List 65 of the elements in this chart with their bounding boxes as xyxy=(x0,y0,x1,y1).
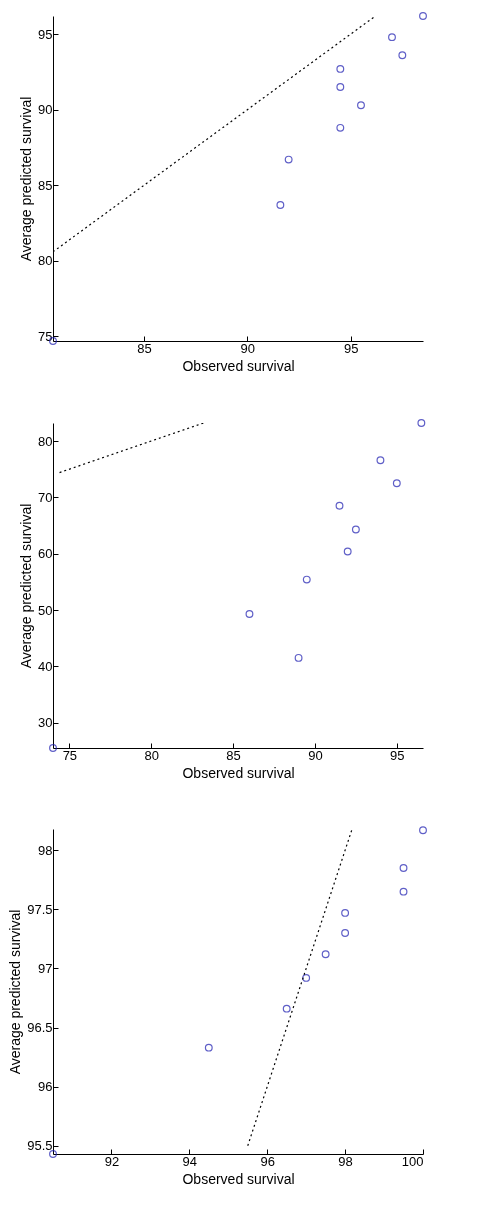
x-tick-label: 80 xyxy=(144,747,159,763)
point xyxy=(376,456,385,465)
x-axis-title: Observed survival xyxy=(182,764,295,781)
x-tick-label: 95 xyxy=(390,747,405,763)
y-tick-label: 75 xyxy=(38,328,53,344)
point xyxy=(388,33,396,42)
x-tick-label: 85 xyxy=(137,340,152,356)
y-tick-label: 95 xyxy=(38,26,53,42)
point xyxy=(302,973,311,982)
point xyxy=(49,744,57,752)
point xyxy=(417,419,426,427)
point xyxy=(336,64,345,73)
point xyxy=(351,525,360,534)
x-tick-label: 95 xyxy=(343,340,359,356)
x-tick-label: 96 xyxy=(260,1153,275,1169)
y-tick-label: 95.5 xyxy=(27,1138,53,1154)
y-tick-label: 97 xyxy=(38,960,53,976)
y-tick-label: 80 xyxy=(38,253,53,269)
point xyxy=(49,1150,57,1158)
point xyxy=(419,826,427,835)
point xyxy=(336,83,345,91)
y-axis-title: Average predicted survival xyxy=(7,909,24,1075)
point xyxy=(392,479,401,488)
y-axis-title: Average predicted survival xyxy=(18,96,35,262)
y-tick-label: 50 xyxy=(38,602,53,618)
y-tick-label: 98 xyxy=(38,842,53,858)
y-tick-label: 30 xyxy=(38,715,53,731)
x-tick-label: 92 xyxy=(104,1153,120,1169)
point xyxy=(336,123,345,132)
x-tick-label: 90 xyxy=(308,747,323,763)
y-tick-label: 97.5 xyxy=(27,901,53,917)
point xyxy=(398,51,407,60)
y-tick-label: 80 xyxy=(38,433,53,449)
point xyxy=(294,653,303,662)
point xyxy=(399,864,408,872)
point xyxy=(341,929,350,937)
point xyxy=(245,610,254,618)
point xyxy=(302,575,311,584)
point xyxy=(284,155,293,164)
point xyxy=(321,950,330,959)
y-axis-title: Average predicted survival xyxy=(18,503,35,669)
point xyxy=(419,12,427,20)
x-tick-label: 98 xyxy=(338,1153,353,1169)
point xyxy=(282,1004,291,1013)
y-tick-label: 96.5 xyxy=(27,1020,53,1036)
y-tick-label: 60 xyxy=(38,546,53,562)
point xyxy=(357,101,365,110)
y-tick-label: 90 xyxy=(38,102,53,118)
x-tick-label: 100 xyxy=(401,1153,424,1169)
y-tick-label: 85 xyxy=(38,177,53,193)
x-tick-label: 90 xyxy=(240,340,256,356)
point xyxy=(276,201,285,209)
x-tick-label: 85 xyxy=(226,747,241,763)
point xyxy=(341,908,350,917)
x-axis-title: Observed survival xyxy=(182,357,295,374)
y-tick-label: 70 xyxy=(38,489,53,505)
point xyxy=(204,1043,213,1052)
x-tick-label: 75 xyxy=(62,747,78,763)
point xyxy=(399,887,408,896)
x-tick-label: 94 xyxy=(182,1153,198,1169)
y-tick-label: 40 xyxy=(38,658,53,674)
point xyxy=(343,547,352,556)
x-axis-title: Observed survival xyxy=(182,1170,295,1187)
y-tick-label: 96 xyxy=(38,1079,53,1095)
point xyxy=(335,501,344,510)
